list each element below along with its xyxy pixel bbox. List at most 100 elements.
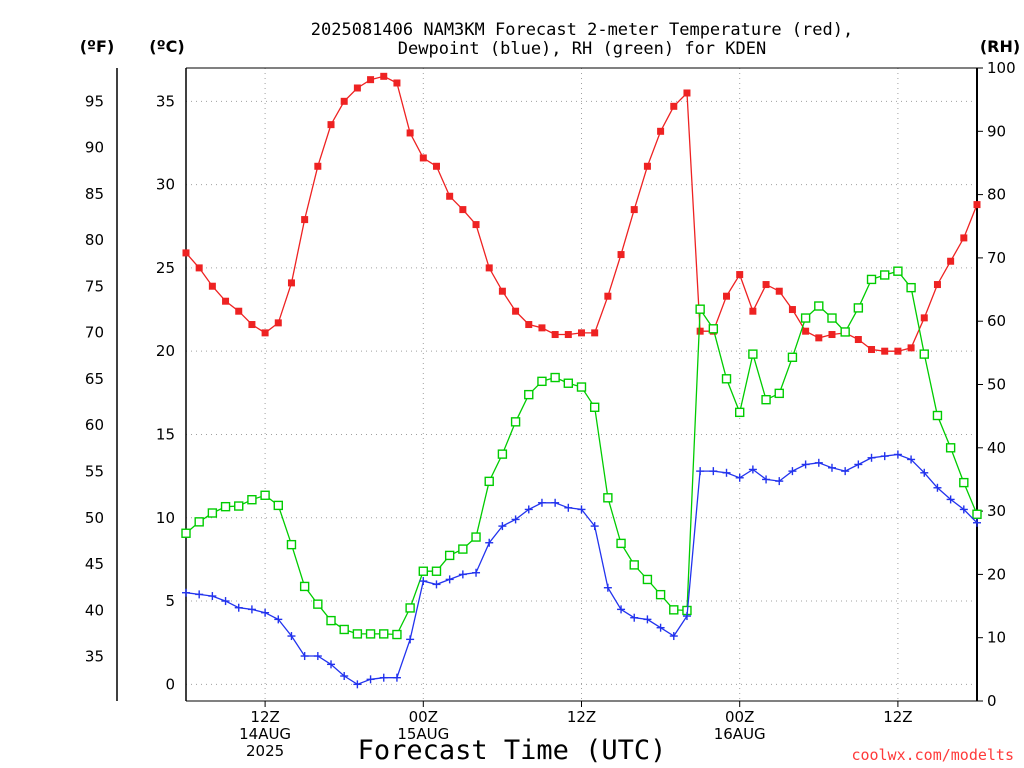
temperature-point [815, 334, 823, 342]
temperature-point [208, 282, 216, 290]
rh-point [260, 490, 270, 500]
rh-point [840, 327, 850, 337]
temperature-point [788, 306, 796, 314]
rh-point [392, 629, 402, 640]
celsius-tick-label: 0 [165, 675, 175, 693]
temperature-point [907, 344, 915, 352]
rh-point [827, 313, 837, 323]
temperature-point [723, 292, 731, 300]
rh-point [629, 560, 639, 570]
rh-point [563, 378, 574, 388]
temperature-point [894, 347, 902, 355]
temperature-point [248, 321, 256, 329]
temperature-point [222, 297, 230, 305]
temperature-point [432, 162, 440, 170]
rh-point [234, 501, 244, 511]
dewpoint-point [762, 475, 771, 484]
rh-tick-label: 90 [987, 122, 1006, 140]
dewpoint-point [313, 652, 322, 661]
rh-point [814, 301, 824, 311]
dewpoint-point [406, 635, 415, 644]
rh-point [774, 388, 784, 399]
rh-point [866, 274, 877, 285]
temperature-point [314, 162, 322, 170]
dewpoint-point [920, 468, 929, 477]
temperature-point [828, 331, 836, 339]
temperature-point [643, 162, 651, 170]
rh-point [695, 304, 705, 314]
dewpoint-point [682, 612, 691, 621]
temperature-point [182, 249, 190, 257]
rh-point [642, 574, 653, 585]
rh-point [339, 624, 349, 635]
rh-tick-label: 100 [987, 59, 1016, 77]
temperature-point [261, 329, 269, 337]
x-tick-label: 00Z [725, 708, 754, 726]
dewpoint-point [643, 615, 652, 624]
dewpoint-point [511, 515, 520, 524]
celsius-tick-label: 10 [156, 509, 175, 527]
temperature-point [802, 327, 810, 335]
dewpoint-point [603, 583, 612, 592]
rh-point [945, 443, 956, 453]
x-tick-label: 2025 [246, 742, 284, 760]
dewpoint-point [195, 590, 204, 599]
rh-point [853, 303, 864, 313]
temperature-point [353, 84, 361, 92]
x-tick-label: 14AUG [239, 725, 291, 743]
dewpoint-point [564, 503, 573, 512]
rh-tick-label: 20 [987, 565, 1006, 583]
temperature-point [393, 79, 401, 87]
rh-point [550, 372, 560, 383]
dewpoint-point [630, 613, 639, 622]
rh-point [444, 550, 455, 561]
dewpoint-point [814, 458, 823, 467]
dewpoint-point [959, 505, 968, 514]
temperature-point [630, 206, 638, 214]
temperature-point [367, 76, 375, 84]
dewpoint-point [788, 467, 797, 476]
dewpoint-point [300, 652, 309, 661]
fahrenheit-axis-ticks: 35 40 45 50 55 60 65 70 75 80 85 90 95 [85, 92, 104, 665]
dewpoint-point [432, 580, 441, 589]
celsius-tick-label: 20 [156, 342, 175, 360]
rh-point [748, 349, 758, 359]
dewpoint-point [392, 673, 401, 682]
grid-lines [186, 68, 977, 701]
fahrenheit-tick-label: 60 [85, 416, 104, 434]
rh-point [537, 376, 547, 387]
rh-point [787, 352, 798, 362]
temperature-point [920, 314, 928, 322]
rh-point [735, 407, 745, 418]
rh-point [932, 410, 943, 421]
dewpoint-point [590, 522, 599, 531]
rh-point [603, 493, 613, 503]
dewpoint-point [524, 505, 533, 514]
dewpoint-point [182, 588, 190, 597]
rh-point [576, 382, 587, 392]
rh-point [497, 449, 508, 459]
temperature-point [762, 281, 770, 289]
dewpoint-point [274, 615, 283, 624]
dewpoint-point [327, 660, 336, 669]
fahrenheit-tick-label: 65 [85, 370, 104, 388]
rh-point [893, 266, 903, 276]
dewpoint-point [287, 632, 296, 641]
temperature-point [578, 329, 585, 337]
dewpoint-point [458, 570, 467, 579]
rh-point [655, 589, 666, 600]
temperature-point [235, 307, 243, 315]
rh-tick-label: 10 [987, 629, 1006, 647]
rh-point [669, 605, 679, 615]
temperature-point [973, 201, 981, 209]
dewpoint-point [577, 505, 586, 514]
data-series [181, 72, 982, 689]
temperature-point [604, 292, 612, 300]
fahrenheit-tick-label: 50 [85, 509, 104, 527]
fahrenheit-tick-label: 70 [85, 324, 104, 342]
rh-point [326, 615, 336, 626]
temperature-point [446, 192, 454, 200]
temperature-point [749, 307, 757, 315]
rh-tick-label: 40 [987, 439, 1006, 457]
